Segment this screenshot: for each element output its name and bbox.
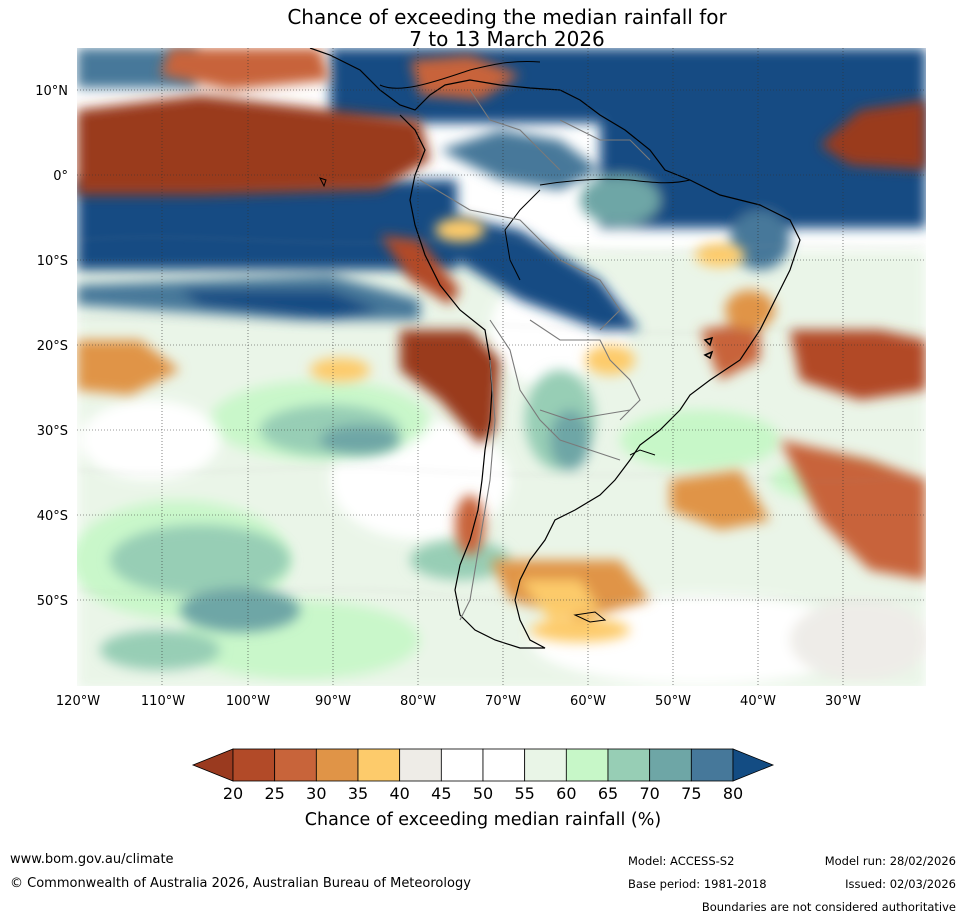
colorbar-segment xyxy=(690,748,734,782)
colorbar-tick-labels: 20 25 30 35 40 45 50 55 60 65 70 75 80 xyxy=(223,784,743,803)
lon-label-30w: 30°W xyxy=(825,694,861,709)
colorbar-tick-label: 50 xyxy=(473,784,493,803)
colorbar: 20 25 30 35 40 45 50 55 60 65 70 75 80 Chance of exc… xyxy=(191,748,775,830)
lat-label-40s: 40°S xyxy=(37,509,68,524)
longitude-labels: 120°W 110°W 100°W 90°W 80°W 70°W 60°W 50… xyxy=(56,694,861,709)
colorbar-segment xyxy=(357,748,401,782)
colorbar-segment xyxy=(274,748,317,782)
graticule xyxy=(77,48,926,686)
colorbar-segment xyxy=(565,748,609,782)
rainfall-probability-field xyxy=(77,48,926,686)
lat-label-10n: 10°N xyxy=(35,84,68,99)
colorbar-tick-label: 20 xyxy=(223,784,243,803)
colorbar-tick-label: 25 xyxy=(264,784,284,803)
footer-model-run: Model run: 28/02/2026 xyxy=(824,854,956,868)
footer-model: Model: ACCESS-S2 xyxy=(628,854,735,868)
colorbar-segment xyxy=(440,748,484,782)
colorbar-segment xyxy=(649,748,692,782)
colorbar-extend-high xyxy=(732,748,775,782)
colorbar-segment xyxy=(482,748,526,782)
map-title-line-1: Chance of exceeding the median rainfall … xyxy=(287,5,727,29)
lon-label-50w: 50°W xyxy=(655,694,691,709)
footer-copyright: © Commonwealth of Australia 2026, Austra… xyxy=(10,876,471,891)
lon-label-90w: 90°W xyxy=(315,694,351,709)
colorbar-tick-label: 60 xyxy=(556,784,576,803)
map-panel xyxy=(77,48,926,686)
colorbar-tick-label: 55 xyxy=(514,784,534,803)
lon-label-40w: 40°W xyxy=(740,694,776,709)
colorbar-segment xyxy=(524,748,567,782)
map-title-line-2: 7 to 13 March 2026 xyxy=(409,27,605,51)
lon-label-110w: 110°W xyxy=(141,694,185,709)
colorbar-segment xyxy=(315,748,359,782)
colorbar-tick-label: 70 xyxy=(639,784,659,803)
footer-base-period: Base period: 1981-2018 xyxy=(628,877,767,891)
colorbar-segments xyxy=(191,748,775,782)
lat-label-30s: 30°S xyxy=(37,424,68,439)
colorbar-segment xyxy=(607,748,651,782)
lon-label-80w: 80°W xyxy=(400,694,436,709)
latitude-labels: 10°N 0° 10°S 20°S 30°S 40°S 50°S xyxy=(35,84,68,609)
colorbar-tick-label: 45 xyxy=(431,784,451,803)
lat-label-20s: 20°S xyxy=(37,339,68,354)
lat-label-50s: 50°S xyxy=(37,594,68,609)
colorbar-extend-low xyxy=(191,748,234,782)
lon-label-120w: 120°W xyxy=(56,694,100,709)
colorbar-tick-label: 65 xyxy=(598,784,618,803)
lon-label-60w: 60°W xyxy=(570,694,606,709)
footer-disclaimer: Boundaries are not considered authoritat… xyxy=(701,900,956,914)
colorbar-segment xyxy=(399,748,442,782)
lon-label-70w: 70°W xyxy=(485,694,521,709)
footer-website[interactable]: www.bom.gov.au/climate xyxy=(10,852,174,867)
colorbar-tick-label: 75 xyxy=(681,784,701,803)
colorbar-tick-label: 40 xyxy=(389,784,409,803)
colorbar-tick-label: 80 xyxy=(723,784,743,803)
colorbar-tick-label: 30 xyxy=(306,784,326,803)
country-borders xyxy=(419,89,651,621)
colorbar-segment xyxy=(232,748,276,782)
lat-label-0: 0° xyxy=(53,169,68,184)
lat-label-10s: 10°S xyxy=(37,254,68,269)
footer-issued: Issued: 02/03/2026 xyxy=(845,877,956,891)
colorbar-label: Chance of exceeding median rainfall (%) xyxy=(305,810,661,830)
lon-label-100w: 100°W xyxy=(226,694,270,709)
colorbar-tick-label: 35 xyxy=(348,784,368,803)
